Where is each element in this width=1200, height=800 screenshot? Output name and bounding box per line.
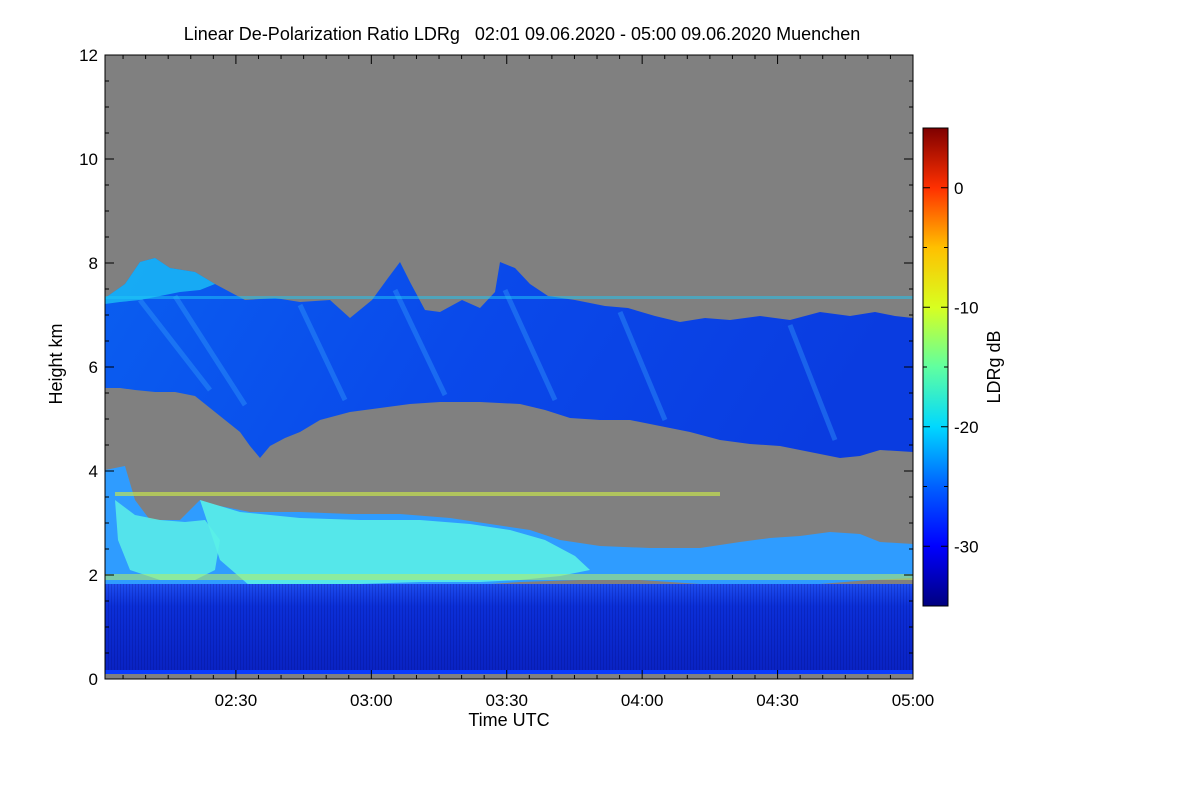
y-tick-label: 10 (79, 150, 98, 169)
y-tick-label: 2 (89, 566, 98, 585)
x-tick-label: 04:00 (621, 691, 664, 710)
x-tick-label: 02:30 (215, 691, 258, 710)
ground-line (105, 670, 913, 674)
colorbar-tick-label: -10 (954, 298, 979, 317)
cirrus-layer (105, 258, 913, 458)
colorbar-label: LDRg dB (984, 330, 1004, 403)
colorbar-tick-label: -30 (954, 537, 979, 556)
thin-layer-line (105, 296, 913, 299)
thin-aerosol-band (115, 492, 720, 496)
y-tick-label: 4 (89, 462, 98, 481)
y-tick-label: 6 (89, 358, 98, 377)
aerosol-core-left (115, 500, 220, 580)
colorbar-tick-label: 0 (954, 179, 963, 198)
colorbar (922, 127, 949, 607)
y-axis: 0 2 4 6 8 10 12 (79, 46, 913, 689)
x-axis-label: Time UTC (468, 710, 549, 730)
colorbar-axis: 0 -10 -20 -30 (923, 179, 979, 556)
aerosol-bright-band (105, 574, 913, 580)
cirrus-cyan-edge (105, 258, 215, 304)
chart-title: Linear De-Polarization Ratio LDRg 02:01 … (184, 24, 860, 44)
aerosol-core (200, 500, 590, 588)
y-tick-label: 12 (79, 46, 98, 65)
boundary-layer-texture (105, 584, 913, 674)
y-axis-label: Height km (46, 323, 66, 404)
x-tick-label: 03:30 (485, 691, 528, 710)
y-tick-label: 0 (89, 670, 98, 689)
x-tick-label: 04:30 (756, 691, 799, 710)
plot-area (105, 55, 913, 679)
x-axis: 02:30 03:00 03:30 04:00 04:30 05:00 (122, 55, 935, 710)
x-tick-label: 03:00 (350, 691, 393, 710)
cirrus-fall-streaks (138, 288, 838, 441)
x-tick-label: 05:00 (892, 691, 935, 710)
colorbar-tick-label: -20 (954, 418, 979, 437)
y-tick-label: 8 (89, 254, 98, 273)
